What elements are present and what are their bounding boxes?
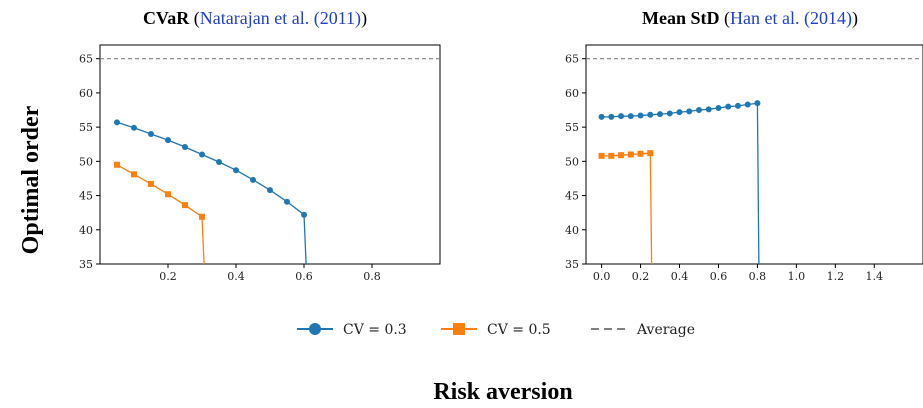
chart-panel-cvar: 35 40 45 50 55 60 65 0.2 0.4 0.6 0.8 bbox=[79, 44, 441, 283]
series-line-cv05 bbox=[601, 152, 653, 264]
data-point-circle bbox=[148, 130, 154, 137]
legend-item-average: Average bbox=[591, 322, 695, 338]
legend-label-cv03: CV = 0.3 bbox=[343, 322, 407, 338]
series-line-cv03 bbox=[601, 102, 760, 264]
data-point-circle bbox=[165, 137, 171, 144]
data-point-square bbox=[182, 202, 188, 209]
y-tick-label: 40 bbox=[79, 224, 93, 237]
cite-close-paren: ) bbox=[852, 8, 858, 29]
legend-item-cv03: CV = 0.3 bbox=[297, 322, 407, 338]
y-tick-label: 35 bbox=[565, 258, 579, 271]
citation-link-natarajan[interactable]: Natarajan et al. (2011) bbox=[200, 8, 361, 29]
x-tick-label: 0.2 bbox=[632, 270, 650, 283]
data-point-circle bbox=[216, 159, 222, 166]
series-line-cv03 bbox=[116, 121, 307, 264]
data-point-circle bbox=[131, 124, 137, 131]
x-tick-label: 1.0 bbox=[788, 270, 806, 283]
legend-marker-square bbox=[453, 323, 465, 335]
legend-label-cv05: CV = 0.5 bbox=[487, 322, 551, 338]
data-point-circle bbox=[182, 143, 188, 150]
x-tick-label: 0.2 bbox=[159, 270, 177, 283]
data-point-circle bbox=[754, 100, 761, 107]
data-point-circle bbox=[233, 167, 239, 174]
data-point-circle bbox=[250, 176, 256, 183]
data-point-circle bbox=[637, 112, 644, 119]
data-point-circle bbox=[114, 119, 120, 126]
y-tick-label: 35 bbox=[79, 258, 93, 271]
data-point-circle bbox=[695, 107, 702, 114]
data-point-circle bbox=[301, 211, 307, 218]
data-point-circle bbox=[284, 198, 290, 205]
y-tick-label: 50 bbox=[565, 155, 579, 168]
y-tick-label: 40 bbox=[565, 224, 579, 237]
x-tick-label: 1.4 bbox=[866, 270, 884, 283]
data-point-circle bbox=[734, 102, 741, 109]
data-point-square bbox=[618, 152, 625, 159]
plot-frame bbox=[99, 44, 441, 265]
y-tick-label: 45 bbox=[565, 190, 579, 203]
panel-title-cvar: CVaR (Natarajan et al. (2011)) bbox=[143, 8, 367, 29]
cite-open-paren: ( bbox=[724, 8, 730, 29]
data-point-square bbox=[199, 213, 205, 220]
plot-frame bbox=[585, 44, 923, 265]
x-tick-label: 1.2 bbox=[827, 270, 845, 283]
data-point-circle bbox=[627, 113, 634, 120]
data-point-square bbox=[598, 152, 605, 159]
data-point-circle bbox=[666, 110, 673, 117]
panel-title-cvar-bold: CVaR bbox=[143, 8, 190, 28]
data-point-circle bbox=[744, 101, 751, 108]
x-tick-label: 0.8 bbox=[749, 270, 767, 283]
data-point-circle bbox=[267, 187, 273, 194]
data-point-square bbox=[114, 161, 120, 168]
data-point-circle bbox=[686, 108, 693, 115]
x-tick-label: 0.6 bbox=[710, 270, 728, 283]
y-tick-label: 50 bbox=[79, 155, 93, 168]
data-point-square bbox=[637, 150, 644, 157]
data-point-circle bbox=[676, 109, 683, 116]
x-tick-label: 0.6 bbox=[295, 270, 313, 283]
data-point-circle bbox=[715, 104, 722, 111]
y-tick-label: 45 bbox=[79, 190, 93, 203]
legend-item-cv05: CV = 0.5 bbox=[441, 322, 551, 338]
legend-marker-circle bbox=[309, 323, 321, 335]
x-tick-label: 0.4 bbox=[671, 270, 689, 283]
chart-panel-meanstd: 35 40 45 50 55 60 65 0.0 0.2 0.4 0.6 0.8 1.0 1.2 1.4 bbox=[565, 44, 923, 283]
legend: CV = 0.3 CV = 0.5 Average bbox=[297, 322, 695, 338]
series-line-cv05 bbox=[116, 164, 205, 264]
y-axis-label: Optimal order bbox=[18, 105, 44, 254]
data-point-square bbox=[148, 180, 154, 187]
y-tick-label: 55 bbox=[565, 121, 579, 134]
data-point-square bbox=[131, 171, 137, 178]
data-point-circle bbox=[657, 111, 664, 118]
data-point-circle bbox=[598, 113, 605, 120]
data-point-square bbox=[647, 150, 654, 157]
data-point-square bbox=[627, 151, 634, 158]
y-tick-label: 60 bbox=[565, 87, 579, 100]
x-tick-label: 0.0 bbox=[593, 270, 611, 283]
data-point-square bbox=[165, 191, 171, 198]
x-tick-label: 0.8 bbox=[363, 270, 381, 283]
citation-link-han[interactable]: Han et al. (2014) bbox=[730, 8, 852, 29]
cite-close-paren: ) bbox=[361, 8, 367, 29]
y-tick-label: 65 bbox=[79, 53, 93, 66]
x-axis-label: Risk aversion bbox=[433, 379, 572, 405]
panel-title-meanstd-bold: Mean StD bbox=[642, 8, 720, 28]
legend-label-average: Average bbox=[636, 322, 695, 338]
y-tick-label: 65 bbox=[565, 53, 579, 66]
data-point-circle bbox=[608, 113, 615, 120]
data-point-circle bbox=[705, 106, 712, 113]
data-point-circle bbox=[618, 113, 625, 120]
cite-open-paren: ( bbox=[194, 8, 200, 29]
data-point-circle bbox=[725, 103, 732, 110]
data-point-circle bbox=[199, 151, 205, 158]
x-tick-label: 0.4 bbox=[227, 270, 245, 283]
y-tick-label: 55 bbox=[79, 121, 93, 134]
data-point-square bbox=[608, 152, 615, 159]
y-tick-label: 60 bbox=[79, 87, 93, 100]
data-point-circle bbox=[647, 111, 654, 118]
panel-title-meanstd: Mean StD (Han et al. (2014)) bbox=[642, 8, 858, 29]
